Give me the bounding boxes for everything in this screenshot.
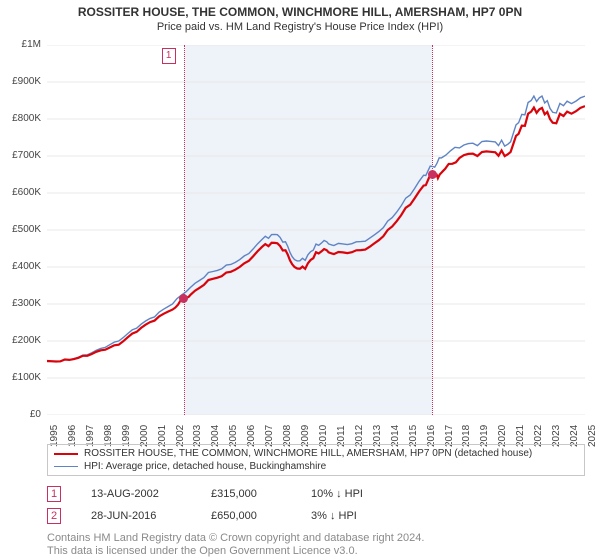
transaction-date: 13-AUG-2002 (91, 488, 181, 500)
x-tick-label: 2012 (354, 419, 365, 447)
transaction-index-badge: 1 (47, 486, 61, 502)
x-tick-label: 2008 (282, 419, 293, 447)
y-tick-label: £400K (0, 261, 41, 272)
legend-swatch-0 (54, 453, 78, 455)
x-tick-label: 2016 (426, 419, 437, 447)
transaction-delta: 10% ↓ HPI (311, 488, 363, 500)
marker-2-dot (428, 170, 437, 179)
x-tick-label: 1997 (85, 419, 96, 447)
chart-plot-area: 1 2 (47, 45, 585, 415)
x-tick-label: 2015 (408, 419, 419, 447)
chart-lines (47, 45, 585, 415)
footer-line-1: Contains HM Land Registry data © Crown c… (47, 532, 424, 544)
marker-1-label: 1 (162, 48, 176, 64)
x-tick-label: 2005 (228, 419, 239, 447)
y-tick-label: £600K (0, 187, 41, 198)
x-tick-label: 2002 (175, 419, 186, 447)
y-tick-label: £800K (0, 113, 41, 124)
marker-1-dot (179, 294, 188, 303)
x-tick-label: 1998 (103, 419, 114, 447)
x-tick-label: 2022 (533, 419, 544, 447)
y-tick-label: £0 (0, 409, 41, 420)
x-tick-label: 1995 (49, 419, 60, 447)
y-tick-label: £700K (0, 150, 41, 161)
x-tick-label: 2017 (444, 419, 455, 447)
x-tick-label: 2006 (246, 419, 257, 447)
transaction-index-badge: 2 (47, 508, 61, 524)
x-tick-label: 2024 (569, 419, 580, 447)
legend-swatch-1 (54, 466, 78, 467)
y-tick-label: £200K (0, 335, 41, 346)
transaction-row: 2 28-JUN-2016 £650,000 3% ↓ HPI (47, 508, 357, 524)
x-tick-label: 2011 (336, 419, 347, 447)
chart-legend: ROSSITER HOUSE, THE COMMON, WINCHMORE HI… (47, 444, 585, 476)
x-tick-label: 1996 (67, 419, 78, 447)
x-tick-label: 2013 (372, 419, 383, 447)
legend-row: HPI: Average price, detached house, Buck… (54, 461, 578, 472)
x-tick-label: 2014 (390, 419, 401, 447)
x-tick-label: 2025 (587, 419, 598, 447)
x-tick-label: 2001 (157, 419, 168, 447)
chart-title: ROSSITER HOUSE, THE COMMON, WINCHMORE HI… (0, 5, 600, 19)
x-tick-label: 2019 (479, 419, 490, 447)
y-tick-label: £1M (0, 39, 41, 50)
transaction-price: £315,000 (211, 488, 281, 500)
x-tick-label: 2007 (264, 419, 275, 447)
transaction-row: 1 13-AUG-2002 £315,000 10% ↓ HPI (47, 486, 363, 502)
x-tick-label: 2010 (318, 419, 329, 447)
x-tick-label: 2020 (497, 419, 508, 447)
y-tick-label: £300K (0, 298, 41, 309)
x-tick-label: 2018 (461, 419, 472, 447)
transaction-date: 28-JUN-2016 (91, 510, 181, 522)
legend-label-1: HPI: Average price, detached house, Buck… (84, 461, 326, 472)
x-tick-label: 1999 (121, 419, 132, 447)
x-tick-label: 2021 (515, 419, 526, 447)
y-tick-label: £500K (0, 224, 41, 235)
x-tick-label: 2003 (192, 419, 203, 447)
y-tick-label: £100K (0, 372, 41, 383)
x-tick-label: 2009 (300, 419, 311, 447)
transaction-price: £650,000 (211, 510, 281, 522)
footer-line-2: This data is licensed under the Open Gov… (47, 545, 358, 557)
chart-subtitle: Price paid vs. HM Land Registry's House … (0, 21, 600, 33)
x-tick-label: 2004 (210, 419, 221, 447)
x-tick-label: 2023 (551, 419, 562, 447)
x-tick-label: 2000 (139, 419, 150, 447)
legend-row: ROSSITER HOUSE, THE COMMON, WINCHMORE HI… (54, 448, 578, 459)
y-tick-label: £900K (0, 76, 41, 87)
legend-label-0: ROSSITER HOUSE, THE COMMON, WINCHMORE HI… (84, 448, 532, 459)
transaction-delta: 3% ↓ HPI (311, 510, 357, 522)
